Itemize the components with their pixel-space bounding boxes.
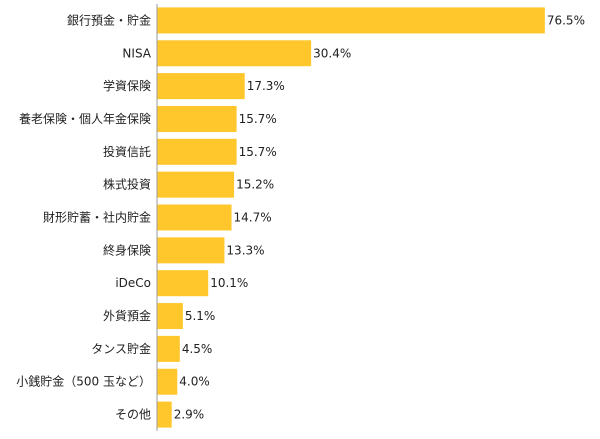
bar <box>157 303 183 330</box>
bar <box>157 401 172 428</box>
bar <box>157 335 180 362</box>
bar <box>157 270 209 297</box>
bar <box>157 368 178 395</box>
bar <box>157 138 237 165</box>
value-label: 15.7% <box>239 145 277 159</box>
category-label: その他 <box>115 408 151 422</box>
value-label: 2.9% <box>174 408 205 422</box>
value-label: 5.1% <box>185 309 216 323</box>
category-label: 投資信託 <box>103 144 151 159</box>
category-label: iDeCo <box>115 276 151 290</box>
value-label: 10.1% <box>210 276 248 290</box>
bar <box>157 105 237 132</box>
category-label: 外貨預金 <box>103 308 151 323</box>
category-label: 終身保険 <box>103 242 151 257</box>
bar <box>157 73 245 100</box>
category-label: 小銭貯金（500 玉など） <box>16 374 151 389</box>
category-label: 株式投資 <box>103 177 151 192</box>
value-label: 4.0% <box>179 375 210 389</box>
bars-layer <box>157 7 545 428</box>
bar <box>157 40 312 67</box>
value-label: 15.2% <box>236 178 274 192</box>
category-label: 財形貯蓄・社内貯金 <box>43 210 151 225</box>
category-label: 学資保険 <box>103 78 151 93</box>
category-label: 養老保険・個人年金保険 <box>19 111 151 126</box>
value-label: 15.7% <box>239 112 277 126</box>
value-label: 4.5% <box>182 342 213 356</box>
bar <box>157 171 235 198</box>
bar <box>157 204 232 231</box>
labels-layer: 銀行預金・貯金 76.5% NISA 30.4% 学資保険 17.3% 養老保険・個人年金保… <box>16 12 585 421</box>
value-label: 14.7% <box>234 211 272 225</box>
bar <box>157 7 545 34</box>
value-label: 13.3% <box>226 243 264 257</box>
category-label: 銀行預金・貯金 <box>67 12 151 27</box>
bar <box>157 237 225 264</box>
category-label: NISA <box>122 46 151 60</box>
value-label: 17.3% <box>247 79 285 93</box>
value-label: 30.4% <box>313 46 351 60</box>
value-label: 76.5% <box>547 13 585 27</box>
category-label: タンス貯金 <box>91 341 151 356</box>
